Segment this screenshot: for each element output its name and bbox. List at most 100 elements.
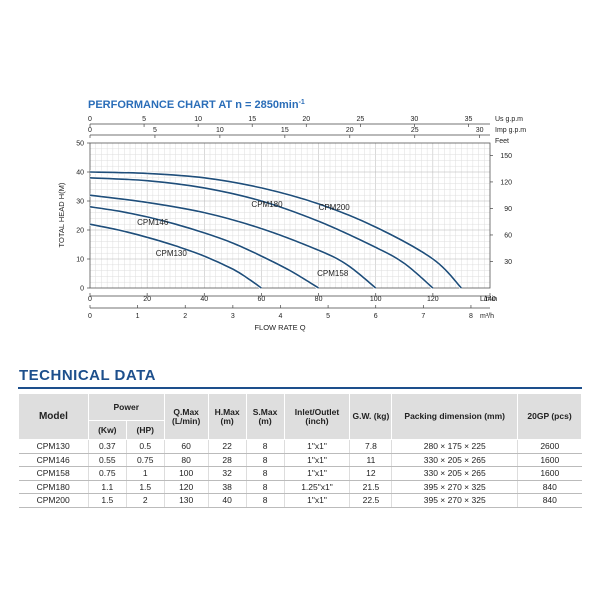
cell-smax: 8 (246, 453, 285, 467)
us-gpm-tick-label: 20 (302, 116, 310, 123)
x-tick-label: 120 (427, 296, 439, 303)
feet-unit-label: Feet (495, 138, 509, 145)
cell-model: CPM180 (18, 480, 89, 494)
cell-kw: 1.1 (88, 480, 127, 494)
cell-hp: 2 (126, 493, 165, 508)
us-gpm-tick-label: 10 (194, 116, 202, 123)
m3h-tick-label: 1 (136, 313, 140, 320)
curve-label: CPM130 (156, 249, 188, 258)
x-unit-label: L/min (480, 296, 497, 303)
cell-qmax: 80 (164, 453, 209, 467)
imp-gpm-tick-label: 5 (153, 127, 157, 134)
cell-gw: 7.8 (349, 439, 393, 454)
imp-gpm-tick-label: 20 (346, 127, 354, 134)
us-gpm-tick-label: 0 (88, 116, 92, 123)
cell-smax: 8 (246, 493, 285, 508)
plot-frame (89, 142, 491, 289)
cell-hmax: 22 (208, 439, 247, 454)
cell-inlet: 1"x1" (284, 439, 351, 454)
header-hp: (HP) (125, 420, 165, 440)
chart-title: PERFORMANCE CHART AT n = 2850min-1 (88, 99, 305, 111)
m3h-tick-label: 0 (88, 313, 92, 320)
m3h-tick-label: 4 (279, 313, 283, 320)
table-row: CPM200 1.5 2 130 40 8 1"x1" 22.5 395 × 2… (18, 493, 582, 508)
imp-gpm-tick-label: 0 (88, 127, 92, 134)
cell-hmax: 38 (208, 480, 247, 494)
feet-tick-label: 60 (504, 232, 512, 239)
curve-label: CPM158 (317, 269, 349, 278)
us-gpm-tick-label: 30 (411, 116, 419, 123)
curve-label: CPM200 (319, 203, 351, 212)
m3h-tick-label: 6 (374, 313, 378, 320)
cell-kw: 1.5 (88, 493, 127, 508)
feet-tick-label: 30 (504, 259, 512, 266)
chart-grid (90, 143, 490, 288)
cell-packing: 280 × 175 × 225 (391, 439, 519, 454)
m3h-tick-label: 7 (421, 313, 425, 320)
curve-cpm146 (89, 206, 320, 289)
x-tick-label: 0 (88, 296, 92, 303)
curve-cpm180 (89, 177, 434, 289)
y-axis-label: TOTAL HEAD H(M) (57, 182, 66, 247)
us-gpm-tick-label: 5 (142, 116, 146, 123)
table-row: CPM146 0.55 0.75 80 28 8 1"x1" 11 330 × … (18, 453, 582, 467)
us-gpm-tick-label: 15 (248, 116, 256, 123)
cell-hp: 1.5 (126, 480, 165, 494)
cell-model: CPM158 (18, 466, 89, 481)
header-packing: Packing dimension (mm) (391, 393, 519, 440)
cell-20gp: 840 (517, 493, 582, 508)
technical-data-title: TECHNICAL DATA (19, 367, 156, 384)
cell-gw: 12 (349, 466, 393, 481)
imp-gpm-tick-label: 10 (216, 127, 224, 134)
cell-qmax: 60 (164, 439, 209, 454)
header-gw: G.W. (kg) (349, 393, 393, 440)
table-row: CPM180 1.1 1.5 120 38 8 1.25"x1" 21.5 39… (18, 480, 582, 494)
y-tick-label: 50 (76, 141, 84, 148)
cell-qmax: 120 (164, 480, 209, 494)
cell-hp: 1 (126, 466, 165, 481)
imp-gpm-unit-label: Imp g.p.m (495, 127, 526, 134)
curve-cpm200 (89, 171, 462, 289)
x-axis-label: FLOW RATE Q (254, 323, 305, 332)
curves: CPM130 CPM146 CPM158 CPM180 CPM200 (89, 170, 463, 290)
cell-hmax: 28 (208, 453, 247, 467)
curve-cpm158 (89, 194, 377, 289)
technical-data-table: Model Power Q.Max (L/min) H.Max (m) S.Ma… (18, 393, 582, 508)
cell-20gp: 840 (517, 480, 582, 494)
header-qmax: Q.Max (L/min) (163, 393, 209, 440)
x-tick-label: 140 (484, 296, 496, 303)
curve-label: CPM146 (137, 218, 169, 227)
cell-inlet: 1"x1" (284, 466, 351, 481)
m3h-unit-label: m³/h (480, 313, 494, 320)
technical-data-rule (18, 387, 582, 389)
us-gpm-tick-label: 25 (356, 116, 364, 123)
header-smax: S.Max (m) (245, 393, 285, 440)
cell-inlet: 1"x1" (284, 493, 351, 508)
header-kw: (Kw) (87, 420, 127, 440)
y-tick-label: 30 (76, 199, 84, 206)
cell-hmax: 40 (208, 493, 247, 508)
m3h-tick-label: 3 (231, 313, 235, 320)
imp-gpm-tick-label: 30 (476, 127, 484, 134)
cell-qmax: 100 (164, 466, 209, 481)
cell-gw: 21.5 (349, 480, 393, 494)
m3h-tick-label: 8 (469, 313, 473, 320)
feet-tick-label: 90 (504, 206, 512, 213)
table-row: CPM130 0.37 0.5 60 22 8 1"x1" 7.8 280 × … (18, 439, 582, 454)
y-tick-label: 10 (76, 257, 84, 264)
header-inlet-outlet: Inlet/Outlet (inch) (283, 393, 351, 440)
cell-model: CPM130 (18, 439, 89, 454)
cell-smax: 8 (246, 466, 285, 481)
m3h-tick-label: 2 (183, 313, 187, 320)
y-tick-label: 40 (76, 170, 84, 177)
header-20gp: 20GP (pcs) (517, 393, 582, 440)
cell-kw: 0.37 (88, 439, 127, 454)
table-row: CPM158 0.75 1 100 32 8 1"x1" 12 330 × 20… (18, 466, 582, 481)
chart-title-superscript: -1 (299, 99, 305, 106)
cell-20gp: 1600 (517, 453, 582, 467)
x-tick-label: 100 (370, 296, 382, 303)
curve-cpm130 (89, 223, 262, 289)
cell-model: CPM146 (18, 453, 89, 467)
